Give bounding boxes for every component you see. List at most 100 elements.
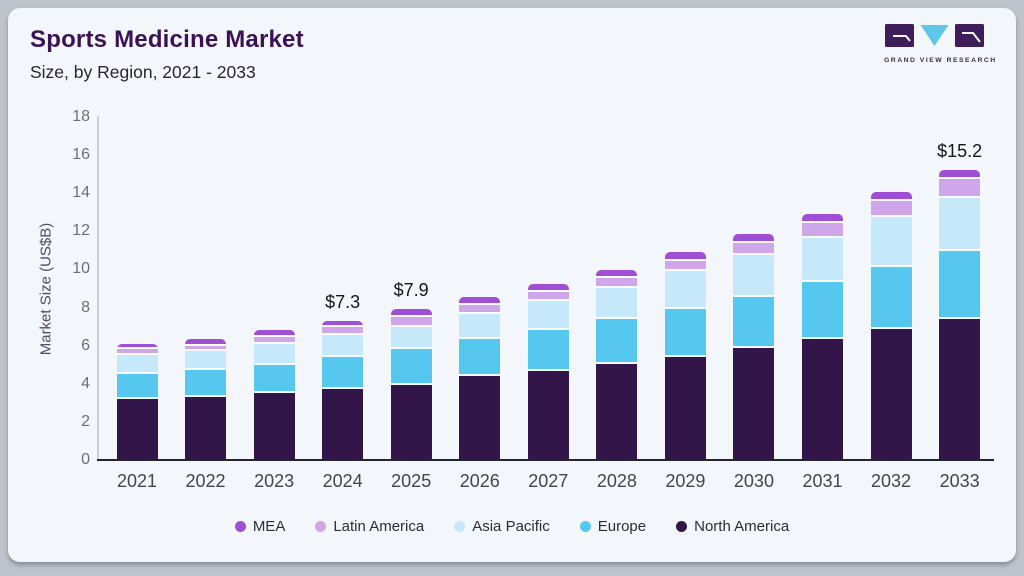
bar-2031-europe[interactable] — [802, 281, 843, 339]
bar-2021-mea[interactable] — [116, 343, 158, 350]
y-tick-0: 0 — [81, 451, 90, 468]
bar-2023-asia-pacific[interactable] — [253, 343, 295, 365]
bar-2032-latin-america[interactable] — [870, 200, 912, 218]
bar-2025-north-america[interactable] — [390, 384, 432, 460]
x-label-2029: 2029 — [665, 471, 706, 491]
bar-2031-latin-america[interactable] — [802, 222, 843, 238]
legend-item-north-america[interactable]: North America — [676, 518, 789, 535]
y-axis-line — [97, 116, 99, 461]
bar-2026-europe[interactable] — [459, 338, 501, 377]
bar-2031-asia-pacific[interactable] — [802, 238, 843, 282]
bar-2029-europe[interactable] — [664, 309, 706, 358]
bar-2024-asia-pacific[interactable] — [322, 335, 364, 358]
bar-2033-asia-pacific[interactable] — [939, 197, 981, 252]
bar-2027-mea[interactable] — [527, 283, 569, 293]
bar-2024-latin-america[interactable] — [322, 326, 364, 336]
legend-label-latin-america: Latin America — [333, 517, 425, 535]
legend-item-asia-pacific[interactable]: Asia Pacific — [454, 518, 550, 535]
bar-2032-europe[interactable] — [870, 266, 912, 329]
bar-2029-asia-pacific[interactable] — [664, 271, 706, 310]
bar-2028-asia-pacific[interactable] — [596, 287, 638, 319]
x-label-2021: 2021 — [116, 471, 158, 491]
legend-label-europe: Europe — [597, 517, 647, 535]
bar-2024-north-america[interactable] — [322, 388, 364, 460]
x-label-2023: 2023 — [254, 471, 295, 491]
bar-2025-mea[interactable] — [390, 309, 432, 318]
bar-2024-europe[interactable] — [322, 357, 364, 389]
bar-2026-north-america[interactable] — [459, 376, 501, 460]
bar-2033-mea[interactable] — [939, 170, 981, 179]
bar-2021-north-america[interactable] — [116, 399, 158, 460]
bar-2029-latin-america[interactable] — [664, 260, 706, 272]
bar-2022-latin-america[interactable] — [185, 345, 227, 352]
bar-2030-europe[interactable] — [733, 297, 775, 348]
bar-2025-asia-pacific[interactable] — [390, 326, 432, 349]
y-tick-2: 2 — [81, 412, 90, 430]
bar-2031-mea[interactable] — [802, 214, 843, 223]
page-title: Sports Medicine Market — [30, 26, 304, 53]
y-tick-18: 18 — [72, 108, 90, 125]
bar-2026-latin-america[interactable] — [459, 304, 501, 315]
legend-item-europe[interactable]: Europe — [579, 517, 647, 535]
chart-legend: MEA Latin America Asia Pacific Europe North … — [0, 512, 1024, 540]
bar-2026-mea[interactable] — [459, 297, 501, 305]
bar-2027-north-america[interactable] — [527, 371, 569, 460]
gvr-logo-icon — [885, 24, 984, 47]
x-label-2024: 2024 — [322, 471, 363, 491]
annotation-2024: $7.3 — [325, 291, 361, 312]
legend-item-mea[interactable]: MEA — [234, 517, 286, 535]
bar-2030-latin-america[interactable] — [733, 242, 775, 256]
bar-2032-north-america[interactable] — [870, 328, 912, 460]
bar-2021-europe[interactable] — [116, 374, 158, 400]
y-axis-title: Market Size (US$B) — [37, 222, 55, 356]
chart-card — [8, 8, 1016, 562]
gvr-logo: GRAND VIEW RESEARCH — [884, 24, 997, 64]
x-label-2026: 2026 — [459, 471, 500, 491]
bar-2022-europe[interactable] — [185, 370, 227, 398]
legend-label-mea: MEA — [252, 517, 286, 535]
gvr-logo-caption: GRAND VIEW RESEARCH — [884, 57, 997, 64]
bar-2033-north-america[interactable] — [939, 318, 981, 460]
bar-2022-asia-pacific[interactable] — [185, 351, 227, 371]
legend-label-north-america: North America — [694, 517, 790, 535]
bar-2023-latin-america[interactable] — [253, 337, 295, 344]
bar-2026-asia-pacific[interactable] — [459, 314, 501, 339]
bar-2028-north-america[interactable] — [596, 363, 638, 460]
bar-2032-asia-pacific[interactable] — [870, 217, 912, 267]
bar-2024-mea[interactable] — [322, 320, 364, 327]
bar-2027-asia-pacific[interactable] — [527, 300, 569, 331]
bar-2027-europe[interactable] — [527, 330, 569, 372]
bar-2030-north-america[interactable] — [733, 347, 775, 460]
y-tick-14: 14 — [72, 184, 90, 202]
bar-2025-latin-america[interactable] — [390, 317, 432, 327]
bar-2023-north-america[interactable] — [253, 393, 295, 460]
bar-2030-asia-pacific[interactable] — [733, 255, 775, 298]
y-tick-12: 12 — [72, 222, 90, 240]
bar-2032-mea[interactable] — [870, 192, 912, 201]
bar-2028-europe[interactable] — [596, 318, 638, 364]
bar-2021-asia-pacific[interactable] — [116, 355, 158, 375]
bar-2029-north-america[interactable] — [664, 357, 706, 460]
bar-2023-mea[interactable] — [253, 330, 295, 338]
legend-dot-north-america — [676, 520, 688, 532]
y-tick-10: 10 — [72, 260, 90, 278]
bar-2023-europe[interactable] — [253, 364, 295, 394]
bar-2022-mea[interactable] — [185, 338, 227, 346]
x-label-2025: 2025 — [391, 471, 432, 491]
bar-2021-latin-america[interactable] — [116, 349, 158, 356]
bar-2022-north-america[interactable] — [185, 397, 227, 460]
bar-2031-north-america[interactable] — [802, 338, 843, 460]
legend-label-asia-pacific: Asia Pacific — [472, 517, 550, 535]
annotation-2033: $15.2 — [937, 141, 983, 162]
bar-2025-europe[interactable] — [390, 348, 432, 385]
bar-2030-mea[interactable] — [733, 234, 775, 243]
bar-2029-mea[interactable] — [664, 252, 706, 261]
annotation-2025: $7.9 — [393, 280, 429, 301]
legend-item-latin-america[interactable]: Latin America — [315, 518, 424, 535]
bar-2033-latin-america[interactable] — [939, 178, 981, 198]
bar-2033-europe[interactable] — [939, 251, 981, 319]
bar-2028-latin-america[interactable] — [596, 278, 638, 288]
x-label-2022: 2022 — [185, 471, 226, 491]
bar-2028-mea[interactable] — [596, 270, 638, 278]
bar-2027-latin-america[interactable] — [527, 292, 569, 301]
